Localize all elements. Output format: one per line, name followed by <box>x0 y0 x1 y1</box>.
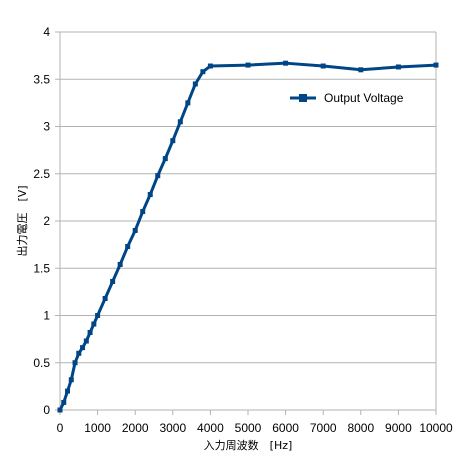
data-point <box>87 330 93 336</box>
data-point <box>68 377 74 383</box>
x-tick-label: 9000 <box>385 421 412 435</box>
data-point <box>170 138 176 144</box>
x-tick-label: 7000 <box>310 421 337 435</box>
data-point <box>155 173 161 179</box>
y-tick-label: 1.5 <box>33 261 50 275</box>
data-point <box>95 313 101 318</box>
data-point <box>76 350 82 356</box>
y-tick-label: 4 <box>43 25 50 39</box>
series-line-output-voltage <box>58 61 437 411</box>
series-lines <box>58 61 437 411</box>
x-tick-label: 5000 <box>235 421 262 435</box>
data-point <box>433 62 439 68</box>
data-point <box>177 119 183 125</box>
x-tick-label: 6000 <box>272 421 299 435</box>
data-point <box>125 244 131 250</box>
x-tick-labels: 0 1000 2000 3000 4000 5000 6000 7000 8000 9000 100… <box>57 421 453 435</box>
data-point <box>110 278 116 284</box>
data-point <box>147 192 153 198</box>
x-tick-label: 8000 <box>347 421 374 435</box>
x-tick-label: 3000 <box>159 421 186 435</box>
x-tick-label: 4000 <box>197 421 224 435</box>
data-point <box>140 209 146 215</box>
data-point <box>185 100 191 106</box>
data-point <box>102 295 108 301</box>
legend-marker-icon <box>299 94 307 102</box>
data-point <box>72 360 78 366</box>
data-point <box>80 345 86 351</box>
legend: Output Voltage <box>290 91 404 105</box>
data-point <box>358 67 364 73</box>
x-tick-label: 1000 <box>84 421 111 435</box>
axes <box>55 31 437 415</box>
y-tick-label: 3 <box>43 120 50 134</box>
y-tick-label: 3.5 <box>33 72 50 86</box>
y-tick-label: 1 <box>43 309 50 323</box>
data-points <box>57 60 439 413</box>
data-point <box>283 60 289 66</box>
legend-entry-output-voltage: Output Voltage <box>324 91 404 105</box>
data-point <box>117 261 123 267</box>
y-tick-label: 2 <box>43 214 50 228</box>
data-point <box>132 227 138 233</box>
data-point <box>91 321 97 327</box>
data-point <box>245 62 251 68</box>
x-axis-label: 入力周波数 [Hz] <box>204 439 293 452</box>
data-point <box>61 399 67 405</box>
gridlines <box>60 31 436 411</box>
x-tick-label: 0 <box>57 421 64 435</box>
x-tick-label: 10000 <box>419 421 453 435</box>
data-point <box>320 63 326 69</box>
x-tick-label: 2000 <box>122 421 149 435</box>
data-point <box>207 63 213 69</box>
data-point <box>83 338 89 344</box>
data-point <box>65 388 71 394</box>
data-point <box>192 81 198 87</box>
data-point <box>395 64 401 70</box>
y-tick-label: 0.5 <box>33 356 50 370</box>
y-tick-label: 0 <box>43 403 50 417</box>
y-axis-label: 出力電圧 [V] <box>15 185 29 256</box>
data-point <box>57 407 63 413</box>
data-point <box>162 156 168 162</box>
y-tick-label: 2.5 <box>33 167 50 181</box>
data-point <box>200 69 206 75</box>
y-tick-labels: 0 0.5 1 1.5 2 2.5 3 3.5 4 <box>33 25 50 417</box>
